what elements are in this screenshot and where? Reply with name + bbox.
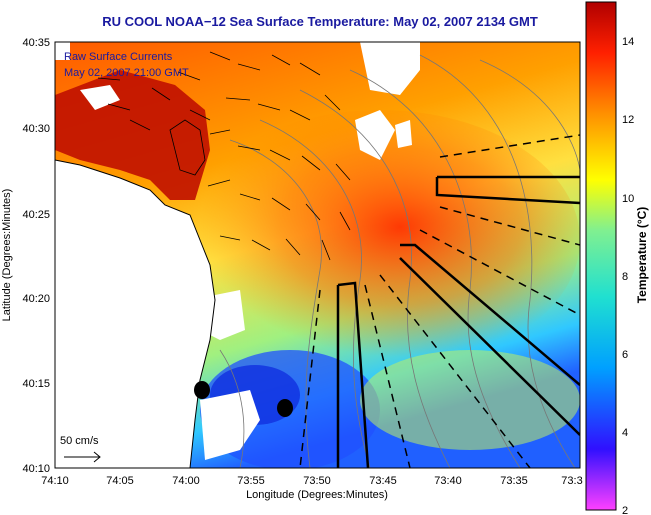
x-tick-5: 73:45 — [369, 475, 397, 487]
y-tick-1: 40:30 — [22, 123, 50, 135]
bathymetry-contours — [219, 54, 580, 468]
y-axis-label: Latitude (Degrees:Minutes) — [1, 189, 13, 322]
overlay-label-1: Raw Surface Currents — [64, 51, 173, 63]
overlay-label-2: May 02, 2007 21:00 GMT — [64, 67, 189, 79]
y-tick-4: 40:15 — [22, 378, 50, 390]
plot-area: Raw Surface Currents May 02, 2007 21:00 … — [55, 42, 580, 468]
y-tick-5: 40:10 — [22, 463, 50, 475]
x-tick-3: 73:55 — [237, 475, 265, 487]
y-tick-2: 40:25 — [22, 209, 50, 221]
scale-arrow-icon — [64, 451, 101, 463]
colorbar-tick-2: 10 — [622, 193, 634, 205]
x-axis-label: Longitude (Degrees:Minutes) — [246, 489, 388, 501]
x-tick-1: 74:05 — [106, 475, 134, 487]
colorbar-tick-5: 4 — [622, 427, 628, 439]
colorbar-tick-3: 8 — [622, 271, 628, 283]
colorbar-tick-6: 2 — [622, 505, 628, 515]
map-title: RU COOL NOAA−12 Sea Surface Temperature:… — [102, 14, 538, 29]
x-tick-4: 73:50 — [303, 475, 331, 487]
y-axis: 40:35 40:30 40:25 40:20 40:15 40:10 Lati… — [1, 37, 50, 475]
marker-buoy-b[interactable] — [277, 399, 293, 417]
y-tick-3: 40:20 — [22, 293, 50, 305]
colorbar-ramp — [585, 1, 617, 511]
y-tick-0: 40:35 — [22, 37, 50, 49]
colorbar-tick-1: 12 — [622, 114, 634, 126]
x-tick-0: 74:10 — [41, 475, 69, 487]
x-tick-6: 73:40 — [434, 475, 462, 487]
colorbar-tick-0: 14 — [622, 36, 634, 48]
x-tick-8: 73:3 — [561, 475, 582, 487]
x-axis: 74:10 74:05 74:00 73:55 73:50 73:45 73:4… — [41, 475, 582, 501]
scale-label: 50 cm/s — [60, 435, 99, 447]
current-vectors — [97, 51, 351, 261]
transect-lines — [299, 134, 580, 468]
x-tick-7: 73:35 — [500, 475, 528, 487]
colorbar: 14 12 10 8 6 4 2 Temperature (°C) — [585, 1, 649, 515]
plot-frame — [54, 41, 581, 469]
marker-buoy-a[interactable] — [194, 381, 210, 399]
colorbar-label: Temperature (°C) — [635, 207, 649, 304]
x-tick-2: 74:00 — [172, 475, 200, 487]
colorbar-tick-4: 6 — [622, 349, 628, 361]
